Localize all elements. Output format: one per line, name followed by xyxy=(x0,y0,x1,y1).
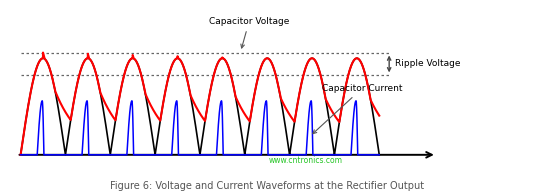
Text: Figure 6: Voltage and Current Waveforms at the Rectifier Output: Figure 6: Voltage and Current Waveforms … xyxy=(110,181,425,191)
Text: Capacitor Current: Capacitor Current xyxy=(313,84,402,134)
Text: Capacitor Voltage: Capacitor Voltage xyxy=(209,17,289,48)
Text: www.cntronics.com: www.cntronics.com xyxy=(268,156,342,165)
Text: Ripple Voltage: Ripple Voltage xyxy=(395,59,461,68)
